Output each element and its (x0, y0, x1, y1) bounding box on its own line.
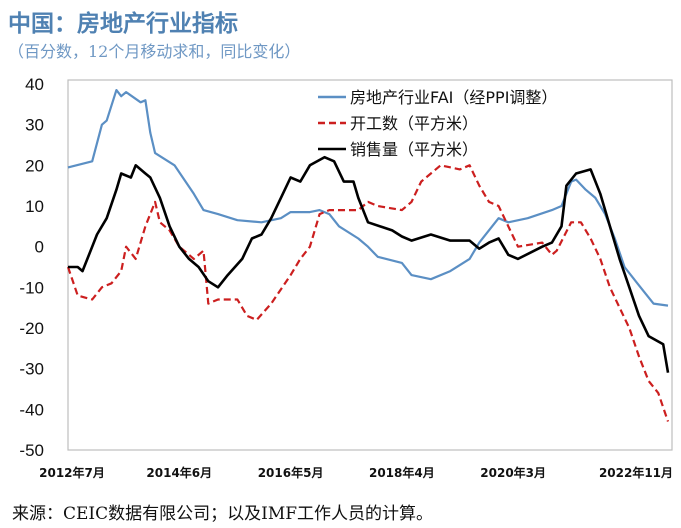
x-tick-label: 2018年4月 (369, 465, 435, 480)
y-tick-label: -30 (19, 360, 44, 379)
y-tick-label: 30 (25, 116, 44, 135)
y-tick-label: -20 (19, 319, 44, 338)
x-tick-label: 2020年3月 (480, 465, 546, 480)
legend-label: 销售量（平方米） (350, 140, 478, 159)
y-tick-label: 20 (25, 156, 44, 175)
x-tick-label: 2012年7月 (39, 465, 105, 480)
y-tick-label: 10 (25, 197, 44, 216)
chart-subtitle: （百分数，12个月移动求和，同比变化） (8, 42, 301, 61)
legend-label: 开工数（平方米） (350, 114, 478, 133)
y-tick-label: 0 (35, 238, 44, 257)
y-tick-label: -10 (19, 278, 44, 297)
plot-frame (67, 79, 673, 451)
series-line-0 (67, 89, 669, 307)
chart-title: 中国：房地产行业指标 (8, 11, 238, 37)
source-note: 来源：CEIC数据有限公司；以及IMF工作人员的计算。 (12, 504, 434, 524)
y-tick-label: -40 (19, 400, 44, 419)
y-tick-label: -50 (19, 441, 44, 460)
x-tick-label: 2014年6月 (146, 465, 212, 480)
x-tick-label: 2016年5月 (258, 465, 324, 480)
legend-label: 房地产行业FAI（经PPI调整） (350, 88, 557, 107)
x-tick-label: 2022年11月 (599, 465, 673, 480)
series-line-1 (66, 164, 670, 422)
y-tick-label: 40 (25, 75, 44, 94)
series-line-2 (68, 155, 670, 373)
